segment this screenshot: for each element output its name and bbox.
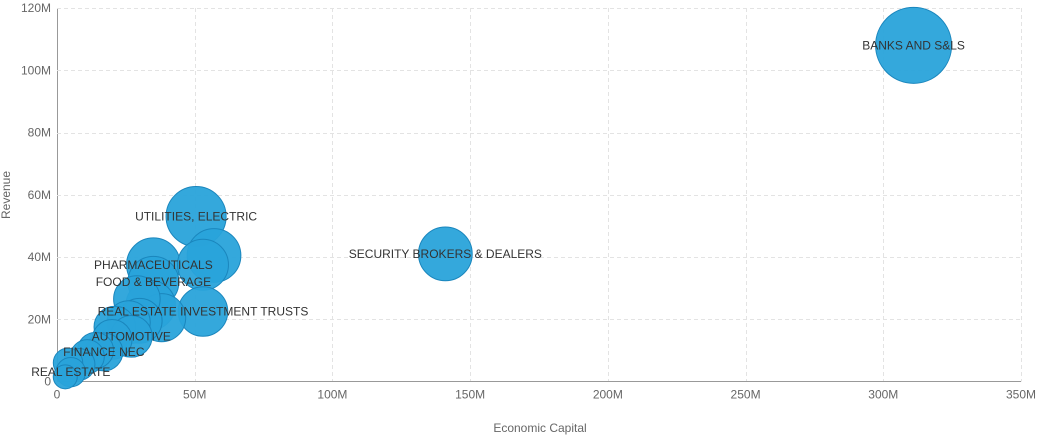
y-tick-label: 0 bbox=[44, 375, 51, 389]
y-tick-label: 40M bbox=[28, 250, 51, 264]
bubble-labels: BANKS AND S&LS SECURITY BROKERS & DEALERS… bbox=[31, 38, 965, 379]
x-tick-label: 150M bbox=[455, 388, 485, 402]
bubble-label: FOOD & BEVERAGE bbox=[96, 275, 211, 289]
x-tick-label: 300M bbox=[868, 388, 898, 402]
bubble-label: PHARMACEUTICALS bbox=[94, 258, 213, 272]
bubble-label: REAL ESTATE INVESTMENT TRUSTS bbox=[98, 304, 309, 318]
x-tick-label: 100M bbox=[317, 388, 347, 402]
x-tick-label: 350M bbox=[1006, 388, 1036, 402]
x-tick-label: 0 bbox=[54, 388, 61, 402]
bubble-label: FINANCE NEC bbox=[63, 345, 145, 359]
x-tick-label: 50M bbox=[183, 388, 206, 402]
bubble-label: UTILITIES, ELECTRIC bbox=[135, 210, 257, 224]
y-tick-label: 80M bbox=[28, 126, 51, 140]
x-axis-title: Economic Capital bbox=[493, 421, 586, 435]
tick-labels: 0 50M 100M 150M 200M 250M 300M 350M 0 20M 40M 60M 80… bbox=[21, 1, 1036, 402]
bubble-point[interactable] bbox=[52, 364, 78, 390]
x-tick-label: 250M bbox=[731, 388, 761, 402]
y-tick-label: 100M bbox=[21, 63, 51, 77]
bubble-label: BANKS AND S&LS bbox=[862, 38, 965, 52]
bubble-label: AUTOMOTIVE bbox=[92, 329, 171, 343]
y-tick-label: 120M bbox=[21, 1, 51, 15]
y-tick-label: 60M bbox=[28, 188, 51, 202]
x-tick-label: 200M bbox=[593, 388, 623, 402]
bubbles bbox=[52, 6, 953, 390]
bubble-label: REAL ESTATE bbox=[31, 365, 110, 379]
y-tick-label: 20M bbox=[28, 312, 51, 326]
bubble-point[interactable] bbox=[875, 6, 953, 84]
bubble-point[interactable] bbox=[417, 226, 473, 282]
y-axis-title: Revenue bbox=[0, 171, 13, 219]
bubble-label: SECURITY BROKERS & DEALERS bbox=[349, 247, 542, 261]
